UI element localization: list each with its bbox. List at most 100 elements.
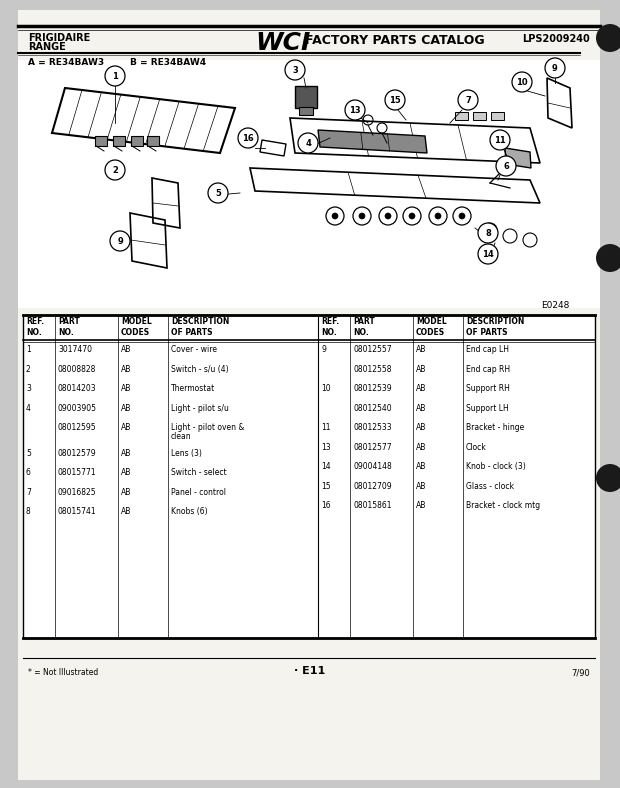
Text: 08012558: 08012558 <box>353 365 391 374</box>
Circle shape <box>496 156 516 176</box>
Text: 08015741: 08015741 <box>58 507 97 516</box>
Text: 14: 14 <box>321 462 330 471</box>
Text: 5: 5 <box>26 448 31 458</box>
Text: 4: 4 <box>305 139 311 147</box>
Text: Clock: Clock <box>466 443 487 452</box>
Text: 11: 11 <box>321 423 330 432</box>
FancyBboxPatch shape <box>95 136 107 146</box>
Text: End cap RH: End cap RH <box>466 365 510 374</box>
Text: AB: AB <box>121 384 131 393</box>
Text: AB: AB <box>121 468 131 477</box>
Text: AB: AB <box>416 481 427 490</box>
Circle shape <box>285 60 305 80</box>
Text: AB: AB <box>416 384 427 393</box>
FancyBboxPatch shape <box>23 315 595 638</box>
Text: 7/90: 7/90 <box>571 668 590 677</box>
FancyBboxPatch shape <box>18 60 600 308</box>
Text: 08012557: 08012557 <box>353 345 392 354</box>
Text: 08012595: 08012595 <box>58 423 97 432</box>
Text: 6: 6 <box>26 468 31 477</box>
FancyBboxPatch shape <box>299 107 313 115</box>
Circle shape <box>596 244 620 272</box>
Circle shape <box>332 213 338 219</box>
Text: 14: 14 <box>482 250 494 258</box>
Text: MODEL
CODES: MODEL CODES <box>416 317 447 337</box>
Text: AB: AB <box>121 403 131 412</box>
Text: 3: 3 <box>292 65 298 75</box>
Circle shape <box>345 100 365 120</box>
Circle shape <box>105 66 125 86</box>
Text: 09004148: 09004148 <box>353 462 392 471</box>
Polygon shape <box>505 148 531 168</box>
Circle shape <box>596 24 620 52</box>
Text: End cap LH: End cap LH <box>466 345 509 354</box>
Text: Thermostat: Thermostat <box>171 384 215 393</box>
Text: WCI: WCI <box>255 31 310 55</box>
Text: 08012540: 08012540 <box>353 403 392 412</box>
Text: Support LH: Support LH <box>466 403 509 412</box>
Text: Bracket - hinge: Bracket - hinge <box>466 423 525 432</box>
Text: 09016825: 09016825 <box>58 488 97 496</box>
Circle shape <box>512 72 532 92</box>
Text: Cover - wire: Cover - wire <box>171 345 217 354</box>
Text: 08012579: 08012579 <box>58 448 97 458</box>
Circle shape <box>359 213 365 219</box>
FancyBboxPatch shape <box>473 112 486 120</box>
Text: Support RH: Support RH <box>466 384 510 393</box>
Text: 16: 16 <box>242 133 254 143</box>
Text: Knobs (6): Knobs (6) <box>171 507 208 516</box>
Text: 11: 11 <box>494 136 506 144</box>
Text: AB: AB <box>121 488 131 496</box>
Circle shape <box>208 183 228 203</box>
Text: 08012577: 08012577 <box>353 443 392 452</box>
Text: 13: 13 <box>321 443 330 452</box>
Circle shape <box>105 160 125 180</box>
Text: AB: AB <box>416 423 427 432</box>
Text: 08012709: 08012709 <box>353 481 392 490</box>
FancyBboxPatch shape <box>131 136 143 146</box>
Text: 08008828: 08008828 <box>58 365 96 374</box>
Text: Bracket - clock mtg: Bracket - clock mtg <box>466 501 540 510</box>
Text: 10: 10 <box>321 384 330 393</box>
Text: 8: 8 <box>485 229 491 237</box>
Circle shape <box>110 231 130 251</box>
Text: 09003905: 09003905 <box>58 403 97 412</box>
Text: AB: AB <box>121 365 131 374</box>
Text: Knob - clock (3): Knob - clock (3) <box>466 462 526 471</box>
Text: B = RE34BAW4: B = RE34BAW4 <box>130 58 206 67</box>
Text: 15: 15 <box>389 95 401 105</box>
Text: 3017470: 3017470 <box>58 345 92 354</box>
Text: DESCRIPTION
OF PARTS: DESCRIPTION OF PARTS <box>171 317 229 337</box>
Circle shape <box>596 464 620 492</box>
Text: AB: AB <box>416 365 427 374</box>
Text: 3: 3 <box>26 384 31 393</box>
Text: 1: 1 <box>26 345 31 354</box>
Text: AB: AB <box>121 345 131 354</box>
Text: AB: AB <box>416 501 427 510</box>
Text: DESCRIPTION
OF PARTS: DESCRIPTION OF PARTS <box>466 317 525 337</box>
Text: Switch - s/u (4): Switch - s/u (4) <box>171 365 229 374</box>
Circle shape <box>238 128 258 148</box>
Circle shape <box>385 90 405 110</box>
Circle shape <box>478 223 498 243</box>
FancyBboxPatch shape <box>491 112 504 120</box>
Text: 08015861: 08015861 <box>353 501 391 510</box>
Text: PART
NO.: PART NO. <box>58 317 80 337</box>
Polygon shape <box>318 130 427 153</box>
Circle shape <box>490 130 510 150</box>
Circle shape <box>409 213 415 219</box>
Text: 2: 2 <box>26 365 31 374</box>
Text: AB: AB <box>416 345 427 354</box>
Text: 9: 9 <box>117 236 123 246</box>
Text: 7: 7 <box>26 488 31 496</box>
Text: 4: 4 <box>26 403 31 412</box>
FancyBboxPatch shape <box>113 136 125 146</box>
Text: REF.
NO.: REF. NO. <box>26 317 44 337</box>
Text: 13: 13 <box>349 106 361 114</box>
Text: 8: 8 <box>26 507 31 516</box>
Circle shape <box>435 213 441 219</box>
Text: RANGE: RANGE <box>28 42 66 52</box>
Text: 08015771: 08015771 <box>58 468 97 477</box>
Text: 5: 5 <box>215 188 221 198</box>
Text: Light - pilot s/u: Light - pilot s/u <box>171 403 229 412</box>
